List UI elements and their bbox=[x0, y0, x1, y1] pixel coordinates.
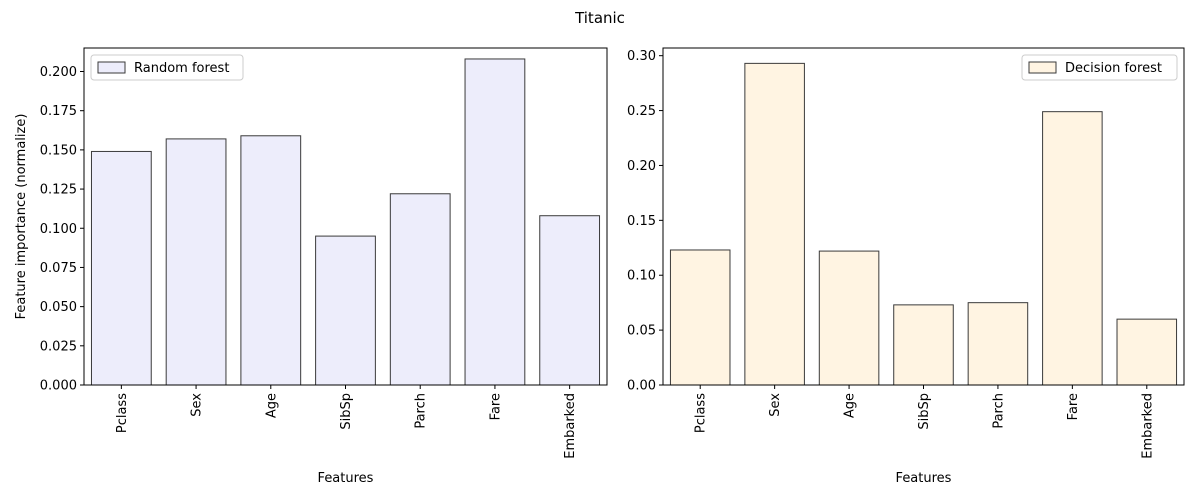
decision-forest-xtick-label: Sex bbox=[768, 393, 783, 417]
random-forest-xtick-label: Fare bbox=[488, 393, 503, 420]
random-forest-legend bbox=[90, 54, 244, 81]
decision-forest-bar-fare bbox=[1042, 111, 1103, 386]
decision-forest-ytick-label: 0.25 bbox=[627, 104, 656, 119]
decision-forest-bar-age bbox=[818, 250, 880, 386]
decision-forest-ytick-label: 0.05 bbox=[627, 324, 656, 339]
random-forest-bar-pclass bbox=[90, 150, 152, 386]
random-forest-y-axis-label: Feature importance (normalize) bbox=[14, 114, 29, 320]
random-forest-ytick-label: 0.150 bbox=[40, 143, 77, 158]
decision-forest-chart: 0.00 0.05 0.10 0.15 0.20 0.25 0.30 Pclass Sex Age… bbox=[627, 47, 1185, 486]
decision-forest-xtick-label: SibSp bbox=[917, 393, 932, 430]
random-forest-xtick-label: Parch bbox=[414, 393, 429, 429]
random-forest-bar-embarked bbox=[539, 215, 601, 386]
decision-forest-ytick-label: 0.00 bbox=[627, 379, 656, 394]
decision-forest-bar-parch bbox=[967, 302, 1029, 386]
random-forest-xtick-label: Sex bbox=[190, 393, 205, 417]
random-forest-bar-fare bbox=[464, 58, 526, 386]
decision-forest-bar-embarked bbox=[1116, 318, 1178, 386]
decision-forest-ytick-label: 0.20 bbox=[627, 159, 656, 174]
decision-forest-legend-label: Decision forest bbox=[1065, 61, 1162, 76]
decision-forest-ytick-label: 0.15 bbox=[627, 214, 656, 229]
random-forest-xtick-label: Embarked bbox=[563, 393, 578, 459]
decision-forest-ytick-label: 0.30 bbox=[627, 49, 656, 64]
random-forest-bar-age bbox=[240, 135, 302, 386]
random-forest-bar-parch bbox=[389, 193, 451, 386]
decision-forest-xtick-label: Embarked bbox=[1140, 393, 1155, 459]
decision-forest-xtick-label: Parch bbox=[991, 393, 1006, 429]
random-forest-bar-sibsp bbox=[315, 235, 376, 386]
random-forest-xtick-label: Age bbox=[264, 393, 279, 418]
random-forest-ytick-label: 0.000 bbox=[40, 379, 77, 394]
decision-forest-xtick-label: Fare bbox=[1066, 393, 1081, 420]
decision-forest-legend bbox=[1021, 54, 1178, 81]
random-forest-ytick-label: 0.100 bbox=[40, 222, 77, 237]
decision-forest-bar-sex bbox=[744, 62, 805, 386]
figure-title: Titanic bbox=[574, 9, 625, 27]
random-forest-ytick-label: 0.200 bbox=[40, 65, 77, 80]
random-forest-chart: 0.000 0.025 0.050 0.075 0.100 0.125 0.150 0.175… bbox=[14, 47, 608, 486]
decision-forest-xtick-label: Pclass bbox=[694, 393, 709, 433]
random-forest-ytick-label: 0.125 bbox=[40, 183, 77, 198]
random-forest-ytick-label: 0.075 bbox=[40, 261, 77, 276]
random-forest-xtick-label: Pclass bbox=[115, 393, 130, 433]
random-forest-legend-label: Random forest bbox=[134, 61, 229, 76]
random-forest-x-axis-label: Features bbox=[318, 471, 374, 486]
decision-forest-bar-pclass bbox=[669, 249, 731, 386]
decision-forest-legend-swatch bbox=[1028, 61, 1057, 74]
random-forest-ytick-label: 0.025 bbox=[40, 339, 77, 354]
decision-forest-ytick-label: 0.10 bbox=[627, 269, 656, 284]
random-forest-ytick-label: 0.050 bbox=[40, 300, 77, 315]
random-forest-xtick-label: SibSp bbox=[339, 393, 354, 430]
decision-forest-x-axis-label: Features bbox=[896, 471, 952, 486]
random-forest-ytick-label: 0.175 bbox=[40, 104, 77, 119]
decision-forest-xtick-label: Age bbox=[843, 393, 858, 418]
random-forest-legend-swatch bbox=[97, 61, 126, 74]
decision-forest-bar-sibsp bbox=[893, 304, 954, 386]
random-forest-bar-sex bbox=[165, 138, 227, 386]
